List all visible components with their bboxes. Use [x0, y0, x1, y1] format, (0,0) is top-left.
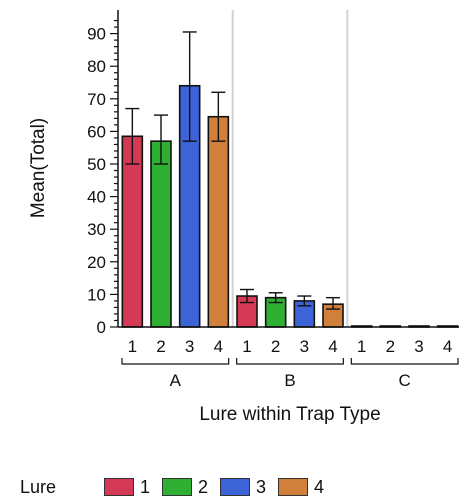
legend-swatch — [162, 478, 193, 496]
x-tick-label: 2 — [386, 337, 395, 356]
legend-item: 1 — [104, 477, 150, 498]
y-tick-label: 60 — [87, 122, 106, 141]
legend-item: 4 — [278, 477, 324, 498]
x-tick-label: 1 — [242, 337, 251, 356]
bars-layer — [121, 31, 459, 328]
y-tick-label: 40 — [87, 188, 106, 207]
bar-A-1 — [121, 135, 144, 328]
legend-label: 1 — [140, 476, 151, 497]
group-label: B — [284, 371, 295, 390]
x-tick-label: 4 — [214, 337, 223, 356]
group-bracket — [236, 358, 344, 365]
legend-item: 2 — [162, 477, 208, 498]
x-tick-label: 3 — [300, 337, 309, 356]
x-tick-label: 2 — [156, 337, 165, 356]
group-separators — [231, 10, 349, 327]
y-tick-label: 30 — [87, 220, 106, 239]
x-tick-label: 3 — [185, 337, 194, 356]
y-tick-label: 50 — [87, 155, 106, 174]
x-tick-label: 3 — [414, 337, 423, 356]
bar-A-2 — [150, 140, 172, 328]
legend-label: 2 — [198, 476, 209, 497]
group-label: C — [399, 371, 411, 390]
legend-swatch — [278, 478, 309, 496]
y-tick-label: 90 — [87, 25, 106, 44]
x-tick-label: 2 — [271, 337, 280, 356]
y-tick-label: 10 — [87, 285, 106, 304]
legend: Lure 1 2 3 4 — [20, 472, 336, 502]
y-tick-label: 20 — [87, 253, 106, 272]
legend-swatch — [104, 478, 134, 496]
y-tick-label: 0 — [97, 318, 106, 337]
legend-label: 4 — [314, 476, 325, 497]
y-tick-label: 70 — [87, 90, 106, 109]
legend-items: 1 2 3 4 — [104, 477, 336, 498]
y-axis-title: Mean(Total) — [28, 118, 49, 218]
legend-title: Lure — [20, 476, 57, 497]
bar-A-4 — [207, 115, 230, 328]
x-tick-label: 4 — [328, 337, 337, 356]
group-bracket — [121, 358, 230, 365]
group-label: A — [170, 371, 182, 390]
legend-label: 3 — [256, 476, 267, 497]
legend-item: 3 — [220, 477, 266, 498]
legend-swatch — [220, 478, 251, 496]
x-tick-label: 1 — [357, 337, 366, 356]
group-bracket — [350, 358, 459, 365]
y-tick-label: 80 — [87, 57, 106, 76]
x-tick-label: 1 — [128, 337, 137, 356]
x-axis-title: Lure within Trap Type — [199, 404, 380, 425]
x-tick-label: 4 — [443, 337, 452, 356]
